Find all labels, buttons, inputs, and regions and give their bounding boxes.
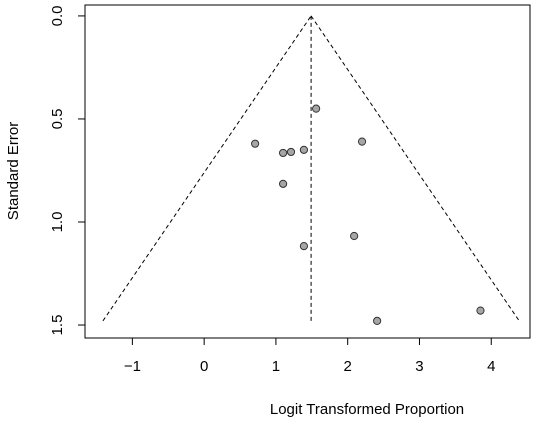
data-point: [251, 139, 260, 148]
data-point: [350, 231, 359, 241]
data-point: [286, 147, 296, 157]
x-tick-label: 4: [487, 358, 495, 375]
y-tick-label: 0.5: [49, 109, 66, 130]
data-point: [373, 316, 382, 325]
data-point: [476, 306, 485, 315]
data-point: [357, 137, 367, 146]
x-tick-label: 3: [415, 358, 423, 375]
data-point: [312, 104, 321, 113]
x-tick-label: 2: [344, 358, 352, 375]
y-axis-label: Standard Error: [5, 122, 22, 220]
y-tick-label: 0.0: [49, 5, 66, 26]
x-tick-label: −1: [124, 358, 141, 375]
plot-frame: [84, 4, 531, 339]
x-tick-label: 0: [200, 358, 208, 375]
y-tick-label: 1.5: [49, 315, 66, 336]
funnel-line: [310, 15, 520, 322]
funnel-line: [102, 15, 312, 322]
x-axis-label: Logit Transformed Proportion: [270, 401, 464, 418]
data-point: [299, 145, 309, 154]
y-tick-label: 1.0: [49, 212, 66, 233]
data-point: [299, 241, 309, 251]
data-point: [278, 179, 288, 188]
data-point: [278, 148, 288, 158]
x-tick-label: 1: [272, 358, 280, 375]
